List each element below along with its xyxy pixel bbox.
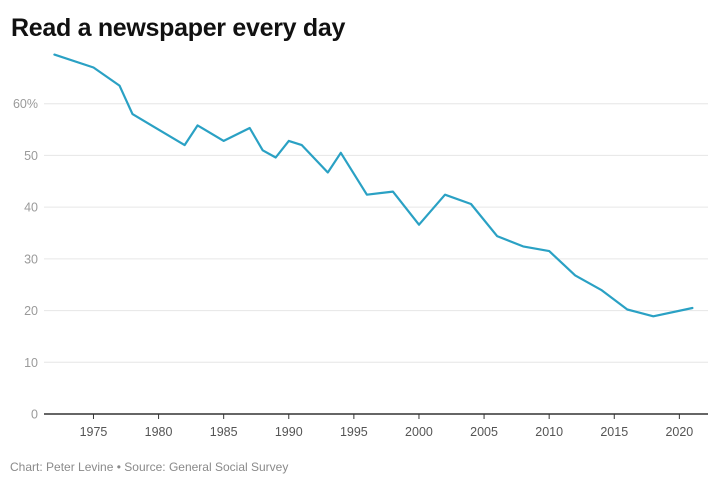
x-tick-label: 2020 <box>665 425 693 439</box>
chart-footer: Chart: Peter Levine • Source: General So… <box>10 460 288 474</box>
gridlines <box>44 103 708 363</box>
y-tick-label: 0 <box>31 408 38 422</box>
x-tick-label: 1985 <box>210 425 238 439</box>
x-tick-label: 2000 <box>405 425 433 439</box>
y-tick-label: 60% <box>13 97 38 111</box>
y-tick-label: 20 <box>24 304 38 318</box>
chart-credit: Chart: Peter Levine <box>10 460 114 474</box>
x-tick-label: 2015 <box>600 425 628 439</box>
x-tick-label: 2010 <box>535 425 563 439</box>
y-tick-label: 10 <box>24 356 38 370</box>
x-tick-label: 2005 <box>470 425 498 439</box>
x-tick-label: 1980 <box>145 425 173 439</box>
chart-source: Source: General Social Survey <box>124 460 289 474</box>
y-tick-label: 50 <box>24 149 38 163</box>
y-tick-label: 30 <box>24 252 38 266</box>
footer-separator: • <box>113 460 125 474</box>
y-axis-ticks: 0 10 20 30 40 50 60% <box>13 97 38 421</box>
x-tick-label: 1975 <box>80 425 108 439</box>
series-line <box>53 53 694 318</box>
chart-title: Read a newspaper every day <box>11 14 346 42</box>
y-tick-label: 40 <box>24 201 38 215</box>
x-axis-ticks: 1975 1980 1985 1990 1995 2000 2005 2010 2015 2020 <box>80 414 693 439</box>
x-tick-label: 1995 <box>340 425 368 439</box>
x-tick-label: 1990 <box>275 425 303 439</box>
